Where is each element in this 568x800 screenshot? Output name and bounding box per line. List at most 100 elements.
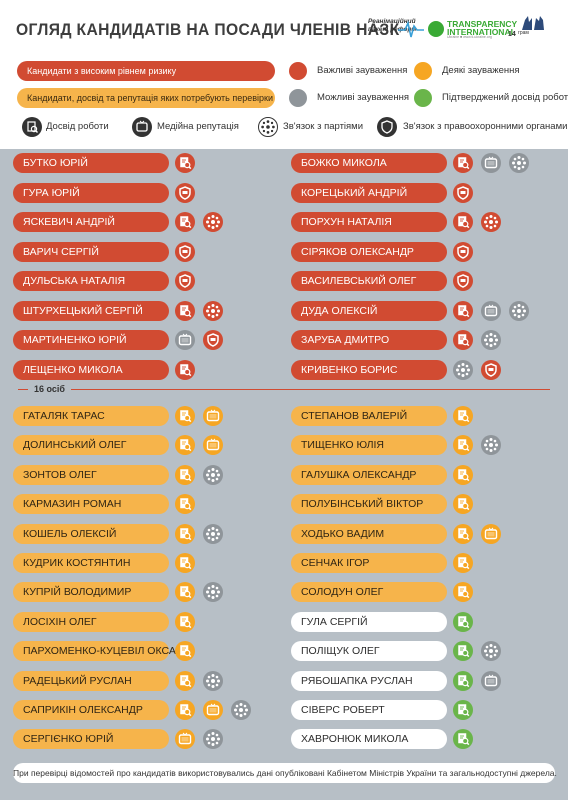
party-icon — [203, 670, 223, 691]
candidate-name: БУТКО ЮРІЙ — [13, 153, 169, 173]
page-title: ОГЛЯД КАНДИДАТІВ НА ПОСАДИ ЧЛЕНІВ НАЗК — [16, 20, 400, 39]
experience-icon — [453, 494, 473, 515]
experience-icon — [175, 670, 195, 691]
party-icon — [203, 582, 223, 603]
party-icon — [481, 435, 501, 456]
media-icon — [481, 153, 501, 173]
party-icon — [509, 300, 529, 321]
candidate-name: КОРЕЦЬКИЙ АНДРІЙ — [291, 182, 447, 203]
legend-dot-green — [414, 89, 432, 107]
experience-icon — [175, 553, 195, 573]
heartbeat-icon — [398, 20, 424, 38]
footer-note: При перевірці відомостей про кандидатів … — [13, 763, 557, 783]
candidate-name: РЯБОШАПКА РУСЛАН — [291, 670, 447, 691]
rpr-logo-text-2: пакет реформ — [368, 26, 417, 33]
candidate-name: ПОЛУБІНСЬКИЙ ВІКТОР — [291, 494, 447, 515]
experience-icon — [453, 582, 473, 603]
experience-icon — [453, 611, 473, 632]
experience-icon — [175, 464, 195, 485]
candidate-name: РАДЕЦЬКИЙ РУСЛАН — [13, 670, 169, 691]
experience-icon — [175, 300, 195, 321]
candidate-name: ЛЕЩЕНКО МИКОЛА — [13, 359, 169, 380]
legend-dot-red-label: Важливі зауваження — [317, 65, 408, 76]
experience-icon — [175, 582, 195, 603]
experience-icon — [453, 729, 473, 750]
candidate-name: ЗОНТОВ ОЛЕГ — [13, 464, 169, 485]
ti-globe-icon — [428, 21, 444, 37]
legend-dot-red — [289, 62, 307, 80]
experience-icon — [175, 359, 195, 380]
ti-logo-line-2: INTERNATIONAL — [447, 27, 516, 37]
party-icon — [203, 729, 223, 750]
candidate-name: СЕРГІЄНКО ЮРІЙ — [13, 729, 169, 750]
party-icon — [203, 212, 223, 232]
legend: Кандидати з високим рівнем ризику Кандид… — [0, 54, 568, 149]
party-icon — [481, 330, 501, 350]
law-icon — [175, 182, 195, 203]
experience-icon — [453, 700, 473, 720]
hands-icon — [522, 16, 544, 30]
candidate-name: ХОДЬКО ВАДИМ — [291, 523, 447, 544]
experience-icon — [453, 553, 473, 573]
candidate-name: КУДРИК КОСТЯНТИН — [13, 553, 169, 573]
experience-icon — [175, 700, 195, 720]
legend-experience-label: Досвід роботи — [46, 121, 109, 132]
legend-dot-orange — [414, 62, 432, 80]
candidate-name: ГУРА ЮРІЙ — [13, 182, 169, 203]
legend-law-icon — [377, 117, 397, 137]
transparency-international-logo: TRANSPARENCY INTERNATIONAL Ukraine ■ www… — [428, 20, 517, 42]
candidate-name: ПАРХОМЕНКО-КУЦЕВІЛ ОКСАНА — [13, 641, 190, 662]
experience-icon — [453, 406, 473, 426]
law-icon — [175, 271, 195, 291]
experience-icon — [453, 212, 473, 232]
candidate-name: ТИЩЕНКО ЮЛІЯ — [291, 435, 447, 456]
law-icon — [453, 271, 473, 291]
experience-icon — [175, 406, 195, 426]
rpr-logo: Реанімаційний пакет реформ — [368, 18, 424, 42]
experience-icon — [175, 611, 195, 632]
media-icon — [175, 330, 195, 350]
legend-dot-orange-label: Деякі зауваження — [442, 65, 520, 76]
media-icon — [203, 406, 223, 426]
header: ОГЛЯД КАНДИДАТІВ НА ПОСАДИ ЧЛЕНІВ НАЗК Р… — [0, 0, 568, 54]
candidate-name: ЗАРУБА ДМИТРО — [291, 330, 447, 350]
legend-media-icon — [132, 117, 152, 137]
candidate-name: ЛОСІХІН ОЛЕГ — [13, 611, 169, 632]
candidate-name: ШТУРХЕЦЬКИЙ СЕРГІЙ — [13, 300, 169, 321]
experience-icon — [453, 330, 473, 350]
law-icon — [203, 330, 223, 350]
candidate-name: ДУДА ОЛЕКСІЙ — [291, 300, 447, 321]
ti-logo-line-1: TRANSPARENCY — [447, 19, 518, 29]
media-icon — [481, 670, 501, 691]
legend-media-label: Медійна репутація — [157, 121, 239, 132]
party-icon — [453, 359, 473, 380]
candidate-name: МАРТИНЕНКО ЮРІЙ — [13, 330, 169, 350]
experience-icon — [175, 435, 195, 456]
party-icon — [481, 212, 501, 232]
candidate-name: САПРИКІН ОЛЕКСАНДР — [13, 700, 169, 720]
experience-icon — [453, 464, 473, 485]
experience-icon — [175, 641, 195, 662]
media-icon — [203, 435, 223, 456]
candidate-name: КОШЕЛЬ ОЛЕКСІЙ — [13, 523, 169, 544]
legend-high-risk: Кандидати з високим рівнем ризику — [17, 61, 275, 81]
party-icon — [203, 523, 223, 544]
candidate-name: ДУЛЬСЬКА НАТАЛІЯ — [13, 271, 169, 291]
experience-icon — [175, 494, 195, 515]
legend-experience-icon — [22, 117, 42, 137]
count-label: 16 осіб — [28, 383, 71, 395]
experience-icon — [453, 435, 473, 456]
candidate-name: КРИВЕНКО БОРИС — [291, 359, 447, 380]
law-icon — [453, 241, 473, 262]
experience-icon — [175, 523, 195, 544]
candidate-name: СІВЕРС РОБЕРТ — [291, 700, 447, 720]
media-icon — [203, 700, 223, 720]
candidate-name: КУПРІЙ ВОЛОДИМИР — [13, 582, 169, 603]
legend-dot-grey — [289, 89, 307, 107]
candidate-name: ПОЛІЩУК ОЛЕГ — [291, 641, 447, 662]
ti-logo-line-3: Ukraine ■ www.ti-ukraine.org — [447, 35, 492, 39]
14-gram-number: 14 — [508, 31, 516, 38]
candidates-panel: 16 осіб При перевірці відомостей про кан… — [0, 149, 568, 800]
experience-icon — [453, 641, 473, 662]
candidate-name: ДОЛИНСЬКИЙ ОЛЕГ — [13, 435, 169, 456]
